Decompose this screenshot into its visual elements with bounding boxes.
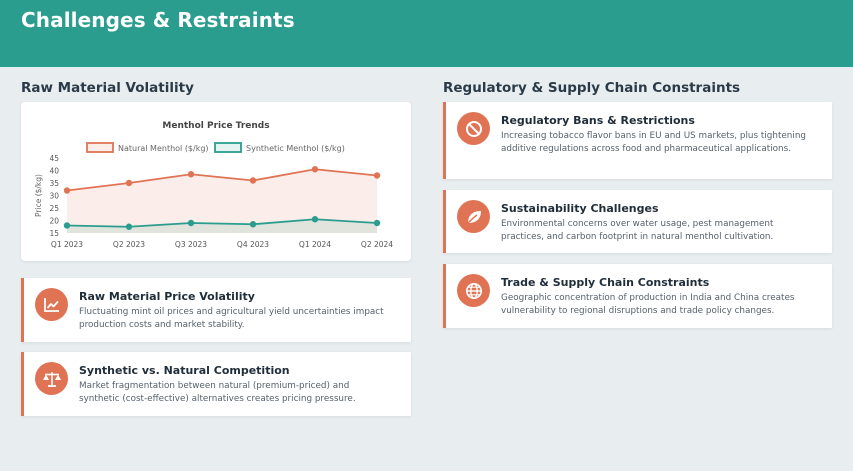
globe-icon <box>457 274 490 307</box>
y-tick-label: 40 <box>49 167 59 176</box>
ban-icon <box>457 112 490 145</box>
series-line-1 <box>66 218 378 228</box>
data-point <box>125 223 133 230</box>
right-section-title: Regulatory & Supply Chain Constraints <box>443 80 741 96</box>
data-point <box>249 221 257 228</box>
x-tick-label: Q4 2023 <box>237 240 269 249</box>
data-point <box>373 172 381 179</box>
item-description: Market fragmentation between natural (pr… <box>79 381 356 404</box>
item-description: Geographic concentration of production i… <box>501 293 795 316</box>
y-tick-label: 15 <box>49 229 59 238</box>
regulatory-bans-card: Regulatory Bans & Restrictions Increasin… <box>443 102 832 179</box>
data-point <box>125 179 133 187</box>
legend-swatch-1 <box>214 142 242 153</box>
data-point <box>63 222 71 229</box>
x-tick-label: Q3 2023 <box>175 240 207 249</box>
item-title: Synthetic vs. Natural Competition <box>79 364 290 377</box>
item-title: Regulatory Bans & Restrictions <box>501 114 695 127</box>
y-axis-label: Price ($/kg) <box>34 174 43 217</box>
data-point <box>187 171 195 178</box>
item-title: Trade & Supply Chain Constraints <box>501 276 710 289</box>
chart-line-icon <box>35 288 68 321</box>
y-tick-label: 45 <box>49 154 59 163</box>
data-point <box>63 187 71 194</box>
price-chart: Menthol Price Trends Natural Menthol ($/k… <box>34 121 393 249</box>
chart-title: Menthol Price Trends <box>162 121 269 131</box>
data-point <box>311 166 319 173</box>
item-title: Sustainability Challenges <box>501 202 659 215</box>
competition-card: Synthetic vs. Natural Competition Market… <box>21 352 411 416</box>
page-title: Challenges & Restraints <box>21 8 295 32</box>
left-section-title: Raw Material Volatility <box>21 80 194 96</box>
series-line-0 <box>66 168 378 192</box>
trade-constraints-card: Trade & Supply Chain Constraints Geograp… <box>443 264 832 328</box>
legend-swatch-0 <box>86 142 114 153</box>
series-area-0 <box>67 169 377 233</box>
page-header: Challenges & Restraints <box>0 0 853 67</box>
balance-scale-icon <box>35 362 68 395</box>
item-description: Increasing tobacco flavor bans in EU and… <box>501 131 806 154</box>
y-tick-label: 30 <box>49 192 59 201</box>
item-title: Raw Material Price Volatility <box>79 290 255 303</box>
y-tick-label: 20 <box>49 217 59 226</box>
sustainability-card: Sustainability Challenges Environmental … <box>443 190 832 253</box>
legend-label-0: Natural Menthol ($/kg) <box>118 144 209 153</box>
data-point <box>311 216 319 223</box>
data-point <box>373 219 381 227</box>
y-tick-label: 25 <box>49 204 59 213</box>
x-tick-label: Q2 2023 <box>113 240 145 249</box>
x-tick-label: Q2 2024 <box>361 240 393 249</box>
data-point <box>187 219 195 227</box>
item-description: Environmental concerns over water usage,… <box>501 219 774 242</box>
x-tick-label: Q1 2024 <box>299 240 331 249</box>
item-description: Fluctuating mint oil prices and agricult… <box>79 307 384 330</box>
y-tick-label: 35 <box>49 179 59 188</box>
legend-label-1: Synthetic Menthol ($/kg) <box>246 144 345 153</box>
price-volatility-card: Raw Material Price Volatility Fluctuatin… <box>21 278 411 342</box>
series-area-1 <box>67 219 377 233</box>
price-chart-card: Menthol Price Trends Natural Menthol ($/k… <box>21 102 411 261</box>
leaf-icon <box>457 200 490 233</box>
data-point <box>249 177 257 184</box>
x-tick-label: Q1 2023 <box>51 240 83 249</box>
